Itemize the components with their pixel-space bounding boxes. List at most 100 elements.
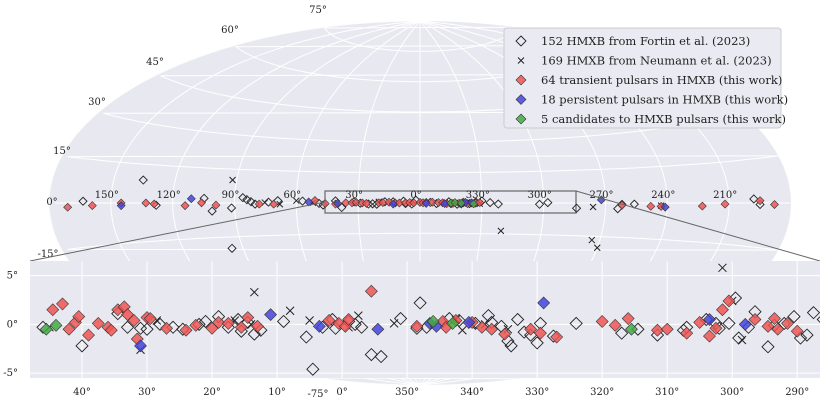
zoom-x-tick-label: 320° [590, 387, 614, 398]
zoom-point-fortin [374, 349, 388, 364]
zoom-point-persistent [738, 317, 752, 331]
zoom-point-transient [608, 318, 622, 332]
map-point-transient [63, 202, 73, 212]
zoom-x-tick-label: 300° [720, 387, 744, 398]
zoom-point-transient [709, 321, 723, 335]
zoom-point-fortin [530, 336, 544, 350]
zoom-x-tick-label: 20° [203, 387, 221, 398]
zoom-point-fortin [241, 315, 255, 330]
zoom-panel: 40° 30° 20° 10° 0° 350° 340° 330° 320° 310° 300° 29… [3, 261, 820, 398]
legend-label-neumann: 169 HMXB from Neumann et al. (2023) [541, 54, 772, 68]
zoom-point-fortin [511, 312, 525, 327]
zoom-point-transient [179, 323, 193, 337]
map-point-transient [361, 198, 371, 208]
zoom-point-fortin [247, 327, 261, 341]
map-point-fortin [534, 199, 545, 209]
map-point-neumann [593, 244, 601, 252]
zoom-point-transient [498, 327, 512, 341]
map-point-transient [394, 198, 404, 208]
zoom-point-fortin [650, 328, 665, 342]
legend-marker-persistent [515, 94, 527, 105]
map-point-fortin [246, 197, 256, 207]
map-point-persistent [333, 198, 342, 208]
zoom-point-transient [621, 312, 635, 325]
zoom-point-transient [342, 313, 356, 326]
zoom-point-neumann [458, 325, 467, 335]
zoom-point-candidate [446, 316, 460, 330]
zoom-point-transient [62, 322, 76, 336]
zoom-point-fortin [299, 330, 313, 344]
zoom-point-fortin [806, 306, 820, 320]
zoom-point-transient [475, 320, 489, 334]
map-point-transient [617, 200, 627, 210]
zoom-point-transient [768, 312, 781, 325]
zoom-point-transient [524, 322, 538, 336]
map-point-candidate [450, 198, 460, 208]
zoom-point-transient [72, 310, 86, 323]
zoom-point-transient [790, 324, 804, 338]
zoom-point-neumann [305, 316, 314, 325]
legend: 152 HMXB from Fortin et al. (2023) 169 HM… [503, 27, 788, 129]
map-point-fortin [238, 193, 248, 203]
zoom-point-transient [127, 314, 141, 327]
zoom-connector-right [575, 190, 821, 262]
map-point-transient [378, 198, 388, 208]
zoom-point-transient [143, 312, 157, 325]
legend-label-fortin: 152 HMXB from Fortin et al. (2023) [541, 34, 750, 48]
zoom-point-neumann [354, 311, 363, 320]
map-point-transient [755, 196, 765, 206]
zoom-point-transient [234, 320, 248, 334]
zoom-point-transient [693, 316, 707, 329]
zoom-point-neumann [737, 335, 747, 345]
zoom-x-tick-label: 30° [138, 387, 156, 398]
map-lat-tick-label: 75° [309, 5, 327, 16]
map-lat-tick-label: 0° [46, 197, 57, 208]
map-point-fortin [749, 194, 759, 204]
map-point-transient [254, 199, 264, 209]
zoom-point-fortin [153, 317, 167, 332]
zoom-point-fortin [787, 309, 801, 324]
zoom-connector-left [29, 201, 326, 262]
zoom-point-transient [212, 316, 225, 329]
legend-label-persistent: 18 persistent pulsars in HMXB (this work… [541, 93, 788, 107]
legend-label-transient: 64 transient pulsars in HMXB (this work) [541, 73, 782, 87]
zoom-point-transient [533, 326, 547, 340]
zoom-point-transient [46, 303, 60, 317]
zoom-point-persistent [537, 296, 551, 310]
map-lon-tick-label: 300° [528, 190, 552, 201]
zoom-point-transient [241, 311, 255, 324]
zoom-points [36, 263, 820, 376]
map-point-persistent [186, 194, 196, 204]
zoom-point-transient [364, 284, 378, 298]
zoom-point-fortin [393, 311, 408, 326]
zoom-point-persistent [312, 319, 326, 333]
map-point-candidate [469, 199, 479, 209]
map-lat-tick-label: 60° [221, 25, 239, 36]
map-point-fortin [755, 199, 765, 210]
zoom-point-transient [595, 315, 609, 328]
legend-marker-neumann [517, 57, 525, 64]
zoom-point-candidate [426, 315, 440, 328]
zoom-point-transient [251, 319, 264, 333]
map-lon-tick-label: 60° [283, 190, 301, 201]
map-point-neumann [276, 200, 284, 208]
map-point-persistent [660, 202, 670, 212]
zoom-point-fortin [75, 339, 89, 353]
zoom-point-transient [680, 326, 694, 340]
legend-marker-transient [515, 74, 527, 86]
map-point-fortin [297, 196, 308, 206]
map-point-transient [697, 201, 707, 211]
map-point-fortin [242, 195, 252, 205]
zoom-point-transient [748, 313, 762, 326]
map-point-fortin [226, 203, 237, 213]
zoom-point-transient [716, 303, 729, 317]
zoom-point-candidate [49, 318, 63, 332]
zoom-point-transient [410, 319, 424, 333]
zoom-point-transient [121, 308, 134, 322]
map-point-transient [409, 198, 419, 208]
map-point-fortin [227, 243, 237, 253]
zoom-point-transient [550, 330, 564, 344]
map-lon-tick-label: 210° [713, 190, 737, 201]
zoom-point-candidate [625, 322, 638, 336]
